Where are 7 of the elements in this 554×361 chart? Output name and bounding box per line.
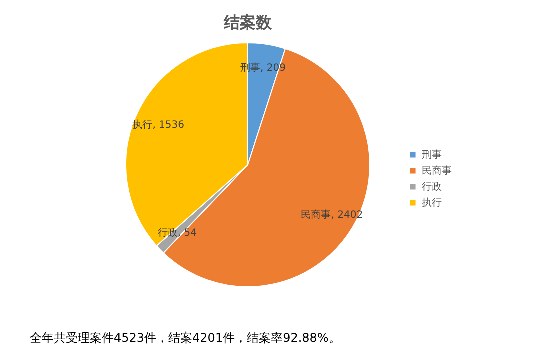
legend-label: 行政 xyxy=(422,182,442,193)
legend-label: 民商事 xyxy=(422,165,452,177)
text: 全年共受理案件4523件，结案4201件，结案率92.88%。 xyxy=(30,331,341,345)
legend-label: 执行 xyxy=(422,197,442,209)
legend-label: 刑事 xyxy=(422,149,442,161)
data-label: 执行, 1536 xyxy=(132,118,185,131)
chart-title: 结案数 xyxy=(223,13,273,32)
